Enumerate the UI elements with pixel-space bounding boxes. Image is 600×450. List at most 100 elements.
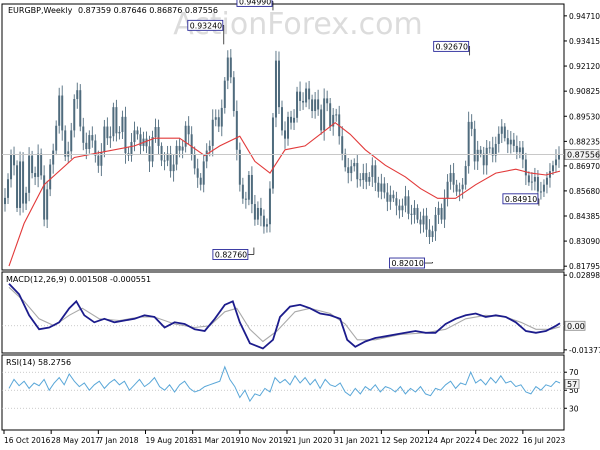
candle-body — [398, 205, 401, 211]
candle-body — [506, 138, 509, 145]
rsi-axis-tick-label: 50 — [569, 386, 579, 395]
candle-body — [115, 107, 118, 134]
current-price-box — [564, 149, 600, 160]
candle-body — [485, 147, 488, 166]
price-axis-tick-label: 0.83090 — [569, 237, 600, 246]
candle-body — [305, 88, 308, 103]
time-axis-tick-label: 31 Jan 2021 — [334, 436, 379, 445]
candle-body — [431, 231, 434, 238]
time-axis-tick-label: 31 Mar 2019 — [193, 436, 241, 445]
candle-body — [97, 155, 100, 166]
candle-body — [241, 184, 244, 199]
candle-body — [407, 196, 410, 214]
candle-body — [25, 192, 28, 204]
candle-body — [299, 91, 302, 101]
candle-body — [172, 164, 175, 172]
candle-body — [139, 134, 142, 146]
candle-body — [46, 189, 49, 220]
candle-body — [353, 162, 356, 167]
candle-body — [193, 154, 196, 169]
price-axis-tick-label: 0.85680 — [569, 187, 600, 196]
candle-body — [383, 183, 386, 193]
candle-body — [389, 194, 392, 202]
candle-body — [223, 80, 226, 108]
candle-body — [386, 192, 389, 202]
candle-body — [371, 165, 374, 177]
price-axis-tick-label: 0.81795 — [569, 262, 600, 271]
candle-body — [518, 147, 521, 153]
chart-header-ohlc: 0.87359 0.87646 0.86876 0.87556 — [78, 6, 218, 15]
candle-body — [287, 116, 290, 139]
macd-main-line — [8, 283, 561, 350]
candle-body — [341, 136, 344, 154]
candle-body — [392, 194, 395, 199]
candle-body — [461, 184, 464, 190]
price-callout-label: 0.82010 — [392, 259, 424, 268]
price-axis: 0.94710 0.93415 0.92120 0.90825 0.89530 0.882… — [564, 12, 600, 271]
candle-body — [211, 119, 214, 146]
time-axis-tick-label: 12 Sep 2021 — [381, 436, 429, 445]
candle-body — [401, 205, 404, 211]
candle-body — [157, 127, 160, 146]
candle-body — [524, 159, 527, 176]
time-axis-tick-label: 4 Dec 2022 — [476, 436, 519, 445]
rsi-axis-tick-label: 30 — [569, 404, 579, 413]
price-axis-tick-label: 0.84385 — [569, 212, 600, 221]
candle-body — [124, 116, 127, 154]
candle-body — [19, 161, 22, 208]
candle-body — [440, 207, 443, 220]
candle-body — [112, 107, 115, 137]
candle-body — [79, 90, 82, 127]
candle-body — [359, 179, 362, 181]
candle-body — [308, 88, 311, 100]
candle-body — [160, 145, 163, 161]
candle-body — [64, 130, 67, 157]
current-price-label: 0.87556 — [567, 151, 600, 160]
candle-body — [58, 95, 61, 126]
candle-body — [70, 130, 73, 152]
rsi-axis: 70 50 30 — [564, 368, 579, 413]
candle-body — [73, 99, 76, 131]
candle-body — [253, 204, 256, 220]
candle-body — [184, 125, 187, 147]
candle-body — [214, 117, 217, 120]
candle-body — [314, 99, 317, 112]
candle-body — [536, 176, 539, 192]
candle-body — [428, 229, 431, 238]
candle-body — [250, 174, 253, 205]
price-axis-tick-label: 0.90825 — [569, 87, 600, 96]
candle-body — [235, 111, 238, 150]
time-axis-tick-label: 21 Jun 2020 — [287, 436, 332, 445]
candle-body — [76, 90, 79, 100]
candle-body — [31, 155, 34, 174]
candle-body — [133, 130, 136, 143]
candles — [4, 49, 560, 244]
price-callout-box — [187, 19, 224, 31]
candle-body — [181, 146, 184, 151]
candle-body — [326, 98, 329, 104]
candle-body — [196, 168, 199, 178]
candle-body — [413, 207, 416, 215]
candle-body — [82, 126, 85, 143]
candle-body — [226, 57, 229, 81]
candle-body — [94, 140, 97, 156]
candle-body — [437, 207, 440, 215]
candle-body — [34, 173, 37, 177]
candle-body — [4, 197, 7, 205]
candle-body — [49, 164, 52, 190]
candle-body — [434, 214, 437, 232]
candle-body — [512, 139, 515, 146]
price-axis-tick-label: 0.94710 — [569, 12, 600, 21]
candle-body — [91, 135, 94, 141]
rsi-line — [8, 365, 561, 403]
candle-body — [311, 99, 314, 112]
price-callout-label: 0.82760 — [215, 250, 247, 259]
candle-body — [121, 116, 124, 132]
macd-axis-tick-label: 0.028988 — [569, 271, 600, 280]
candle-body — [202, 161, 205, 185]
candle-body — [274, 60, 277, 118]
chart-header-symbol: EURGBP,Weekly — [8, 6, 73, 15]
